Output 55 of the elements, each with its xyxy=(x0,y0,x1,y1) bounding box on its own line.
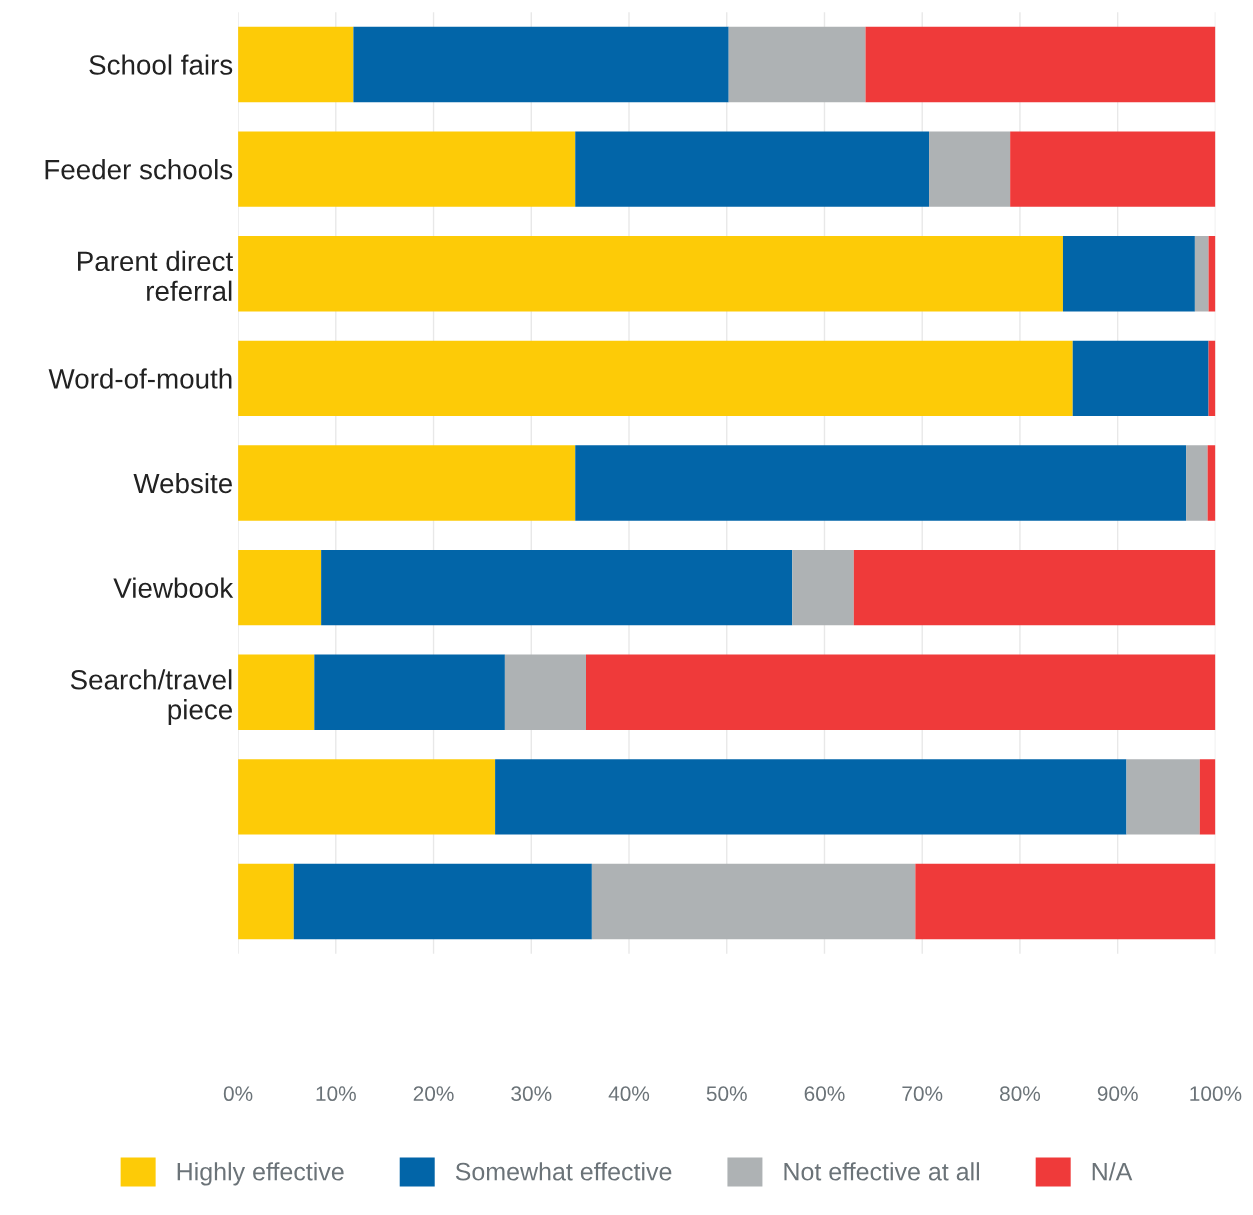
bar xyxy=(728,26,866,103)
bar xyxy=(321,549,793,626)
y-tick-label: Website xyxy=(133,472,232,494)
bar xyxy=(238,863,294,940)
bar xyxy=(314,654,505,730)
bar xyxy=(591,863,916,940)
x-tick-label: 70% xyxy=(902,1086,943,1102)
bar xyxy=(1062,236,1195,312)
x-tick-label: 20% xyxy=(413,1086,454,1102)
legend-label: Not effective at all xyxy=(784,1162,980,1181)
bar xyxy=(238,26,354,103)
x-tick-label: 80% xyxy=(1000,1086,1041,1102)
x-tick-label: 50% xyxy=(706,1086,747,1102)
bar xyxy=(353,26,729,103)
x-tick-label: 30% xyxy=(511,1086,552,1102)
bar xyxy=(792,549,854,626)
x-tick-label: 10% xyxy=(316,1086,356,1102)
bar xyxy=(1126,759,1200,835)
bar xyxy=(1207,445,1216,521)
bar xyxy=(853,549,1216,626)
bar xyxy=(929,131,1011,207)
legend-label: Somewhat effective xyxy=(455,1162,672,1181)
bar xyxy=(1010,131,1216,207)
bar xyxy=(586,654,1216,730)
bar xyxy=(293,863,592,940)
y-tick-label: Word-of-mouth xyxy=(48,368,232,389)
x-tick-label: 100% xyxy=(1190,1086,1242,1102)
bar xyxy=(575,131,930,207)
y-tick-label: Parent direct referral xyxy=(78,250,234,302)
bar xyxy=(1194,236,1209,312)
y-tick-label: School fairs xyxy=(89,54,233,75)
y-tick-label: Viewbook xyxy=(113,577,234,598)
bar xyxy=(865,26,1216,103)
bar xyxy=(238,236,1063,312)
bar xyxy=(238,759,496,835)
bar xyxy=(238,340,1073,416)
legend-label: Highly effective xyxy=(177,1162,344,1186)
bar xyxy=(238,445,576,521)
bar xyxy=(238,654,315,730)
bar xyxy=(1072,340,1209,416)
bar xyxy=(238,131,576,207)
bar xyxy=(1199,759,1216,835)
x-tick-label: 40% xyxy=(608,1086,650,1102)
y-tick-label: Feeder schools xyxy=(45,159,233,180)
x-tick-label: 60% xyxy=(804,1086,845,1102)
legend-label: N/A xyxy=(1092,1162,1133,1181)
bar xyxy=(504,654,586,730)
y-tick-label: Search/travel piece xyxy=(70,669,232,726)
bar xyxy=(238,549,322,626)
bar xyxy=(495,759,1127,835)
bar xyxy=(915,863,1216,940)
x-tick-label: 90% xyxy=(1097,1086,1138,1102)
bar xyxy=(575,445,1187,521)
bar xyxy=(1186,445,1208,521)
x-tick-label: 0% xyxy=(223,1086,253,1102)
